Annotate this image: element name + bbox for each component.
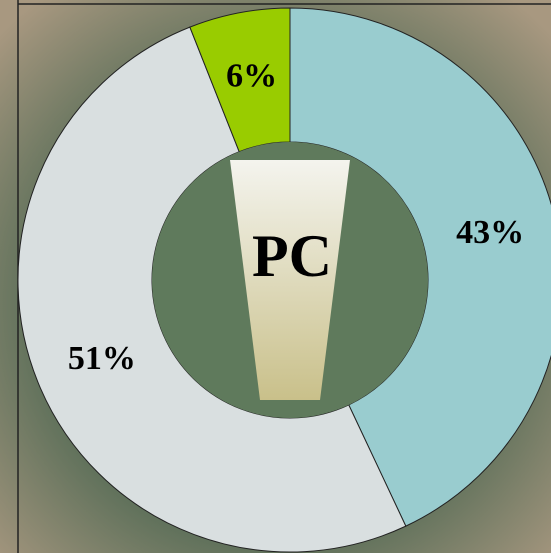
- data-label: 43%: [456, 214, 524, 251]
- data-label: 6%: [226, 57, 277, 94]
- hole-photo-detail: [230, 160, 350, 400]
- center-title: PC: [252, 223, 332, 289]
- data-label: 51%: [68, 340, 136, 377]
